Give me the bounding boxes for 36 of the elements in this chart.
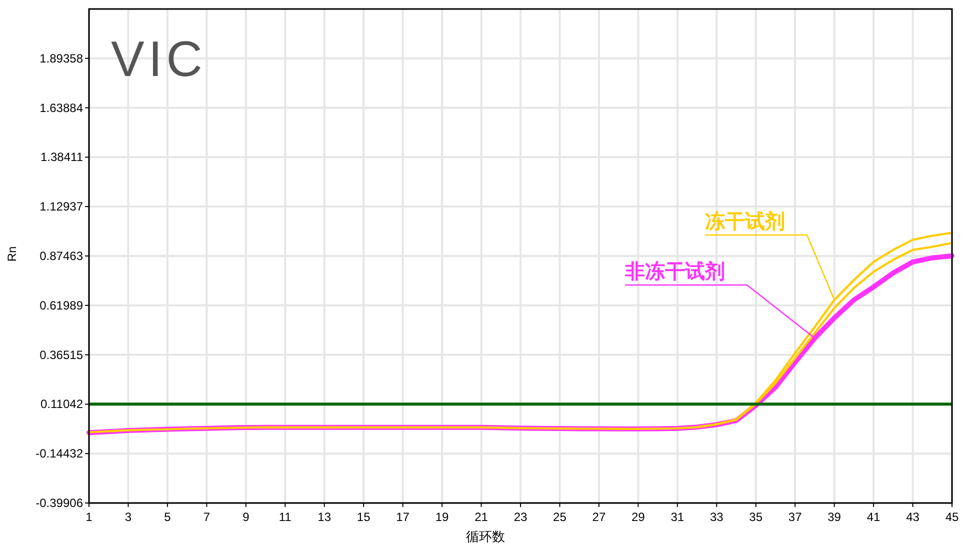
y-tick-label: 0.87463: [40, 248, 84, 263]
x-tick-label: 39: [828, 510, 842, 524]
y-tick-label: -0.39906: [36, 496, 84, 510]
y-tick-label: 1.12937: [40, 200, 84, 214]
y-tick-label: 1.38411: [40, 150, 84, 164]
x-tick-label: 37: [788, 510, 802, 524]
x-tick-label: 25: [553, 510, 567, 524]
x-tick-label: 17: [396, 510, 410, 524]
y-tick-label: 1.89358: [40, 51, 84, 66]
y-tick-label: 0.61989: [40, 298, 84, 312]
x-tick-label: 19: [435, 510, 450, 524]
y-tick-label: -0.14432: [36, 446, 84, 461]
x-tick-label: 31: [670, 510, 684, 524]
x-tick-label: 41: [866, 510, 881, 524]
x-tick-label: 11: [278, 510, 292, 524]
x-tick-label: 15: [356, 510, 371, 524]
x-tick-label: 27: [592, 510, 606, 524]
text: VIC: [111, 31, 206, 87]
x-axis-title: 循环数: [466, 529, 505, 544]
x-tick-label: 23: [514, 510, 528, 524]
x-tick-label: 33: [710, 510, 724, 524]
x-tick-label: 43: [906, 510, 920, 524]
y-axis-title: Rn: [5, 246, 19, 262]
y-tick-label: 0.11042: [40, 397, 84, 412]
x-tick-label: 13: [318, 510, 332, 524]
x-tick-label: 3: [124, 510, 132, 524]
x-tick-label: 7: [203, 510, 210, 524]
x-tick-label: 21: [474, 510, 488, 524]
x-tick-label: 9: [242, 510, 250, 524]
x-tick-label: 29: [632, 510, 646, 524]
x-tick-label: 1: [86, 510, 93, 524]
y-tick-label: 0.36515: [40, 348, 84, 362]
y-tick-label: 1.63884: [40, 100, 84, 115]
x-tick-label: 35: [749, 510, 763, 524]
x-tick-label: 45: [945, 510, 959, 524]
x-tick-label: 5: [164, 510, 172, 524]
